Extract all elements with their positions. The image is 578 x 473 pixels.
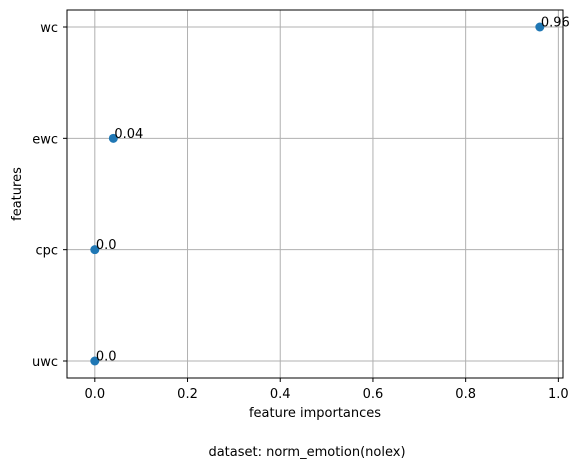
plot-frame — [66, 9, 564, 379]
x-tick-label: 0.6 — [363, 387, 384, 402]
data-point — [90, 356, 100, 366]
x-tick-label: 0.8 — [455, 387, 476, 402]
data-label: 0.0 — [96, 350, 117, 365]
x-tick-label: 0.0 — [84, 387, 105, 402]
data-label: 0.96 — [541, 16, 570, 31]
data-point — [90, 245, 100, 255]
data-point — [535, 22, 545, 32]
y-tick-label: ewc — [32, 132, 58, 147]
y-tick-label: cpc — [35, 244, 58, 259]
grid — [67, 10, 563, 378]
y-axis: uwc cpc ewc wc — [32, 21, 67, 370]
data-point — [108, 133, 118, 143]
x-tick-label: 0.2 — [177, 387, 198, 402]
points: 0.0 0.0 0.04 0.96 — [90, 16, 570, 366]
caption: dataset: norm_emotion(nolex) — [208, 445, 405, 460]
x-tick-label: 1.0 — [548, 387, 569, 402]
x-tick-label: 0.4 — [270, 387, 291, 402]
data-label: 0.0 — [96, 238, 117, 253]
y-tick-label: uwc — [32, 355, 58, 370]
x-axis: 0.0 0.2 0.4 0.6 0.8 1.0 — [84, 378, 569, 402]
y-axis-label: features — [10, 167, 25, 221]
x-axis-label: feature importances — [249, 406, 381, 421]
y-tick-label: wc — [40, 21, 58, 36]
data-label: 0.04 — [114, 127, 143, 142]
